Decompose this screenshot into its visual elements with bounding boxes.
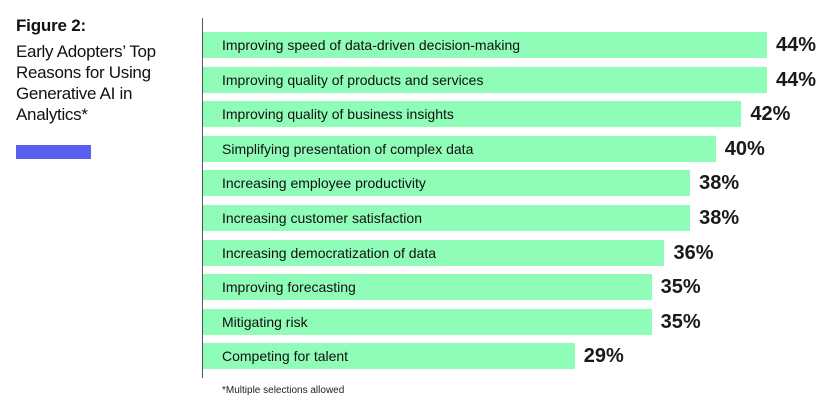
bar — [203, 67, 767, 93]
bar — [203, 274, 652, 300]
bar — [203, 32, 767, 58]
bar-category-label: Mitigating risk — [222, 314, 308, 330]
bar — [203, 205, 691, 231]
bar-value-label: 29% — [583, 345, 624, 367]
bar-value-label: 44% — [776, 69, 817, 91]
chart-title: Early Adopters’ Top Reasons for Using Ge… — [16, 42, 156, 124]
y-axis-line — [202, 18, 203, 378]
figure-label: Figure 2: — [16, 16, 86, 35]
bar-category-label: Increasing democratization of data — [222, 245, 437, 261]
bar-category-label: Improving forecasting — [222, 279, 356, 295]
bar-category-label: Improving quality of products and servic… — [222, 72, 484, 88]
bar-value-label: 42% — [750, 103, 791, 125]
bar-value-label: 38% — [699, 172, 740, 194]
bar — [203, 136, 716, 162]
bar-category-label: Increasing customer satisfaction — [222, 210, 422, 226]
bar-category-label: Competing for talent — [222, 348, 349, 364]
bar — [203, 309, 652, 335]
accent-bar — [16, 145, 91, 159]
bar-value-label: 38% — [699, 207, 740, 229]
bar-category-label: Improving speed of data-driven decision-… — [222, 37, 521, 53]
bar — [203, 170, 691, 196]
bar-value-label: 35% — [660, 311, 701, 333]
bar-category-label: Simplifying presentation of complex data — [222, 141, 474, 157]
bar-value-label: 44% — [776, 34, 817, 56]
footnote: *Multiple selections allowed — [222, 385, 345, 396]
bar-category-label: Improving quality of business insights — [222, 106, 454, 122]
bar-value-label: 40% — [724, 138, 765, 160]
bar-value-label: 35% — [660, 276, 701, 298]
bar-category-label: Increasing employee productivity — [222, 175, 426, 191]
bar — [203, 343, 575, 369]
bar — [203, 240, 665, 266]
bar-value-label: 36% — [673, 242, 714, 264]
bar — [203, 101, 742, 127]
